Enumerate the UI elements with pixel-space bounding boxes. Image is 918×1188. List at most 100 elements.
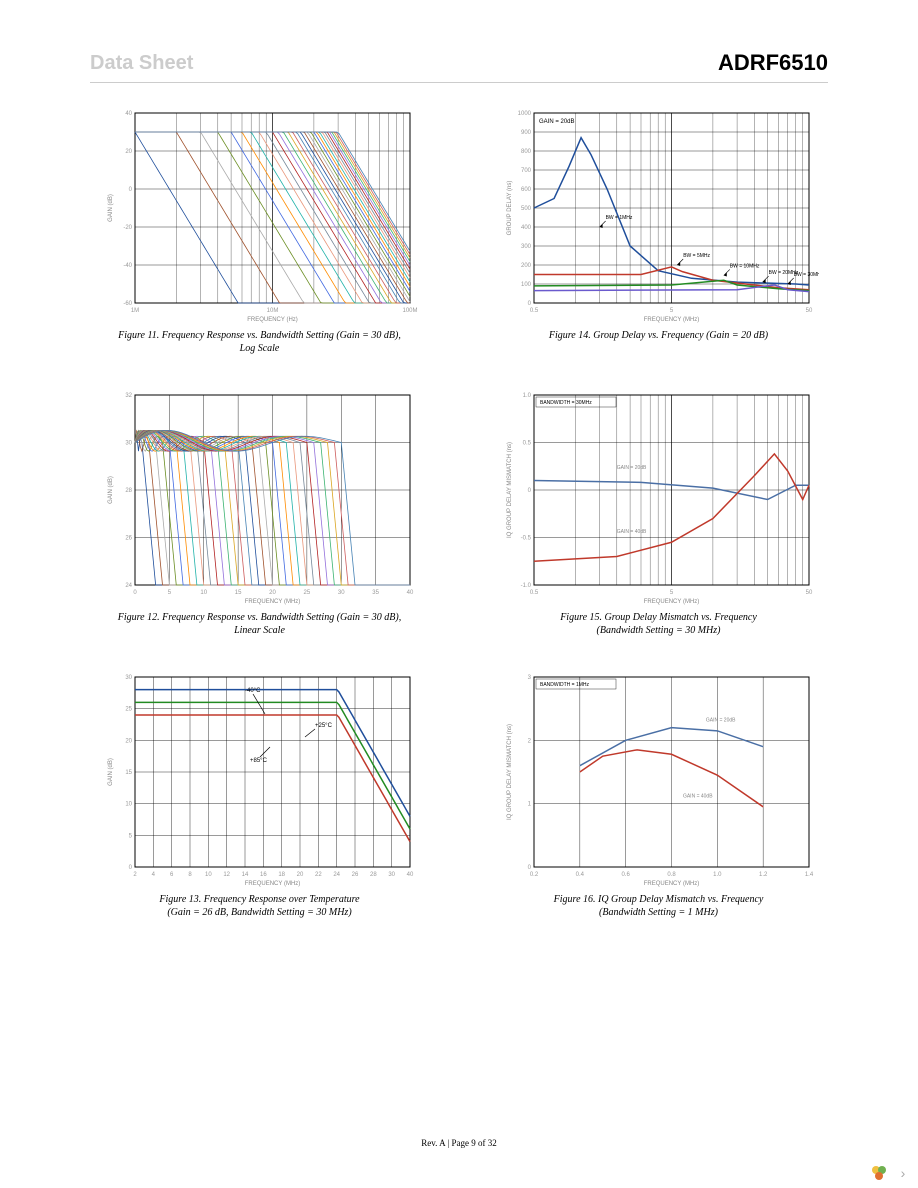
svg-text:40: 40: [125, 111, 132, 117]
svg-text:IQ GROUP DELAY MISMATCH (ns): IQ GROUP DELAY MISMATCH (ns): [507, 442, 513, 538]
svg-text:1.0: 1.0: [522, 393, 531, 399]
svg-text:BW = 10MHz: BW = 10MHz: [729, 263, 759, 269]
svg-text:0: 0: [527, 488, 531, 494]
svg-text:300: 300: [520, 244, 531, 250]
flower-icon: [869, 1163, 889, 1183]
next-page-button[interactable]: ›: [869, 1163, 913, 1183]
svg-text:24: 24: [125, 583, 132, 589]
svg-text:BANDWIDTH = 30MHz: BANDWIDTH = 30MHz: [540, 400, 592, 406]
svg-text:FREQUENCY (MHz): FREQUENCY (MHz): [244, 599, 300, 605]
chevron-right-icon: ›: [893, 1163, 913, 1183]
svg-text:FREQUENCY (Hz): FREQUENCY (Hz): [247, 317, 298, 323]
chart-freq-response-linear: 24262830320510152025303540FREQUENCY (MHz…: [100, 385, 420, 605]
svg-text:25: 25: [125, 707, 132, 713]
svg-text:BW = 30MHz: BW = 30MHz: [793, 272, 818, 278]
svg-text:0: 0: [128, 865, 132, 871]
svg-text:-40°C: -40°C: [245, 688, 261, 694]
svg-text:-0.5: -0.5: [520, 536, 531, 542]
svg-text:25: 25: [303, 590, 310, 596]
svg-text:0.8: 0.8: [667, 872, 676, 878]
svg-text:0.5: 0.5: [522, 441, 531, 447]
svg-text:15: 15: [234, 590, 241, 596]
svg-text:600: 600: [520, 187, 531, 193]
figure-caption: Figure 16. IQ Group Delay Mismatch vs. F…: [554, 893, 764, 919]
svg-text:6: 6: [169, 872, 173, 878]
svg-text:100M: 100M: [402, 308, 417, 314]
figure-13: 0510152025302468101214161820222426283040…: [90, 667, 429, 919]
svg-text:1.0: 1.0: [713, 872, 722, 878]
svg-text:BW = 5MHz: BW = 5MHz: [683, 253, 710, 259]
svg-text:GROUP DELAY (ns): GROUP DELAY (ns): [507, 181, 513, 236]
chart-group-delay-mismatch-1mhz: 01230.20.40.60.81.01.21.4FREQUENCY (MHz)…: [499, 667, 819, 887]
svg-text:26: 26: [351, 872, 358, 878]
chart-group-delay: 010020030040050060070080090010000.5550FR…: [499, 103, 819, 323]
svg-text:1000: 1000: [517, 111, 531, 117]
svg-text:20: 20: [269, 590, 276, 596]
figure-14: 010020030040050060070080090010000.5550FR…: [489, 103, 828, 355]
chart-freq-response-log: -60-40-20020401M10M100MFREQUENCY (Hz)GAI…: [100, 103, 420, 323]
svg-text:0: 0: [527, 865, 531, 871]
svg-text:10: 10: [200, 590, 207, 596]
figure-16: 01230.20.40.60.81.01.21.4FREQUENCY (MHz)…: [489, 667, 828, 919]
chart-group-delay-mismatch-30mhz: -1.0-0.500.51.00.5550FREQUENCY (MHz)IQ G…: [499, 385, 819, 605]
chart-freq-response-temp: 0510152025302468101214161820222426283040…: [100, 667, 420, 887]
svg-text:26: 26: [125, 536, 132, 542]
svg-text:15: 15: [125, 770, 132, 776]
svg-text:0: 0: [128, 187, 132, 193]
svg-text:BANDWIDTH = 1MHz: BANDWIDTH = 1MHz: [540, 682, 590, 688]
svg-text:16: 16: [259, 872, 266, 878]
svg-text:35: 35: [372, 590, 379, 596]
svg-text:32: 32: [125, 393, 132, 399]
svg-text:0.6: 0.6: [621, 872, 630, 878]
svg-text:0: 0: [133, 590, 137, 596]
svg-text:10: 10: [125, 802, 132, 808]
svg-text:FREQUENCY (MHz): FREQUENCY (MHz): [643, 317, 699, 323]
svg-text:GAIN (dB): GAIN (dB): [108, 476, 114, 504]
svg-text:12: 12: [223, 872, 230, 878]
svg-text:-60: -60: [123, 301, 132, 307]
svg-text:2: 2: [527, 738, 531, 744]
svg-text:18: 18: [278, 872, 285, 878]
figure-grid: -60-40-20020401M10M100MFREQUENCY (Hz)GAI…: [90, 103, 828, 919]
svg-text:30: 30: [125, 441, 132, 447]
svg-text:30: 30: [388, 872, 395, 878]
svg-text:-1.0: -1.0: [520, 583, 531, 589]
svg-text:1.4: 1.4: [804, 872, 813, 878]
svg-text:GAIN = 20dB: GAIN = 20dB: [705, 717, 735, 723]
svg-text:0.4: 0.4: [575, 872, 584, 878]
svg-text:-20: -20: [123, 225, 132, 231]
svg-text:14: 14: [241, 872, 248, 878]
svg-text:800: 800: [520, 149, 531, 155]
svg-text:20: 20: [296, 872, 303, 878]
svg-text:FREQUENCY (MHz): FREQUENCY (MHz): [643, 881, 699, 887]
svg-text:4: 4: [151, 872, 155, 878]
svg-text:GAIN = 40dB: GAIN = 40dB: [616, 529, 646, 535]
svg-text:-40: -40: [123, 263, 132, 269]
svg-text:2: 2: [133, 872, 137, 878]
svg-text:400: 400: [520, 225, 531, 231]
svg-text:900: 900: [520, 130, 531, 136]
figure-15: -1.0-0.500.51.00.5550FREQUENCY (MHz)IQ G…: [489, 385, 828, 637]
svg-text:FREQUENCY (MHz): FREQUENCY (MHz): [244, 881, 300, 887]
header-doc-type: Data Sheet: [90, 52, 193, 75]
page-footer: Rev. A | Page 9 of 32: [0, 1138, 918, 1148]
svg-text:30: 30: [337, 590, 344, 596]
svg-text:200: 200: [520, 263, 531, 269]
svg-text:5: 5: [128, 833, 132, 839]
figure-caption: Figure 13. Frequency Response over Tempe…: [159, 893, 359, 919]
figure-caption: Figure 11. Frequency Response vs. Bandwi…: [118, 329, 401, 355]
figure-caption: Figure 14. Group Delay vs. Frequency (Ga…: [549, 329, 768, 342]
svg-text:700: 700: [520, 168, 531, 174]
svg-text:8: 8: [188, 872, 192, 878]
svg-text:+25°C: +25°C: [315, 723, 333, 729]
svg-text:100: 100: [520, 282, 531, 288]
svg-text:0.2: 0.2: [529, 872, 538, 878]
svg-text:40: 40: [406, 872, 413, 878]
header-part-number: ADRF6510: [718, 50, 828, 76]
svg-text:5: 5: [669, 308, 673, 314]
svg-text:28: 28: [369, 872, 376, 878]
svg-text:24: 24: [333, 872, 340, 878]
svg-text:0: 0: [527, 301, 531, 307]
svg-text:3: 3: [527, 675, 531, 681]
svg-text:1.2: 1.2: [758, 872, 767, 878]
